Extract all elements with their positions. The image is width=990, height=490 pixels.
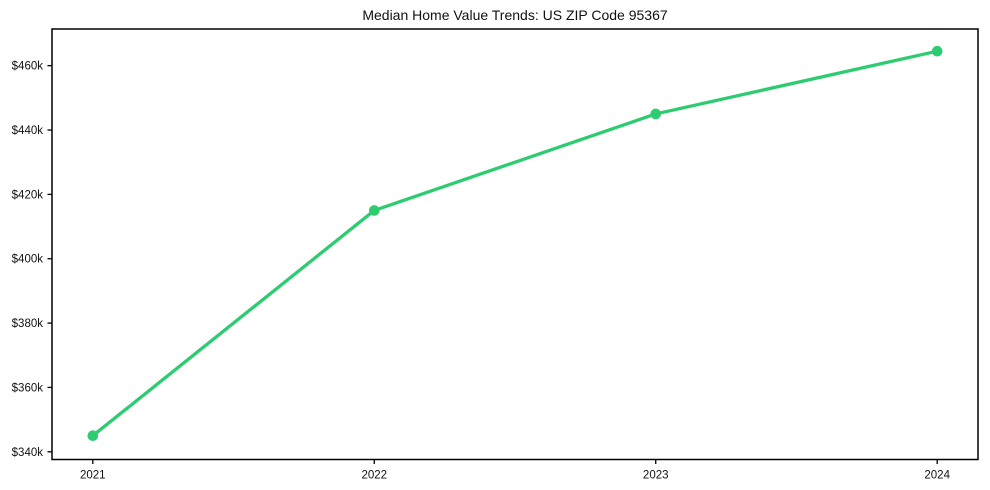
x-tick-label: 2021 xyxy=(80,470,106,482)
chart-title: Median Home Value Trends: US ZIP Code 95… xyxy=(362,7,668,23)
data-point-marker-2023 xyxy=(650,108,662,120)
y-tick-label: $420k xyxy=(12,189,44,201)
y-tick-label: $460k xyxy=(12,61,44,73)
y-tick-label: $360k xyxy=(12,382,44,394)
plot-border xyxy=(51,28,979,461)
x-tick-label: 2023 xyxy=(643,470,669,482)
x-tick-label: 2022 xyxy=(361,470,387,482)
data-point-marker-2022 xyxy=(368,205,380,216)
y-tick-label: $380k xyxy=(12,318,44,330)
x-tick-label: 2024 xyxy=(924,470,950,482)
y-tick-label: $340k xyxy=(12,447,44,459)
data-point-marker-2024 xyxy=(931,45,943,57)
y-tick-label: $440k xyxy=(12,125,44,137)
y-tick-label: $400k xyxy=(12,254,44,266)
trend-line xyxy=(91,49,939,438)
data-point-marker-2021 xyxy=(87,430,99,441)
